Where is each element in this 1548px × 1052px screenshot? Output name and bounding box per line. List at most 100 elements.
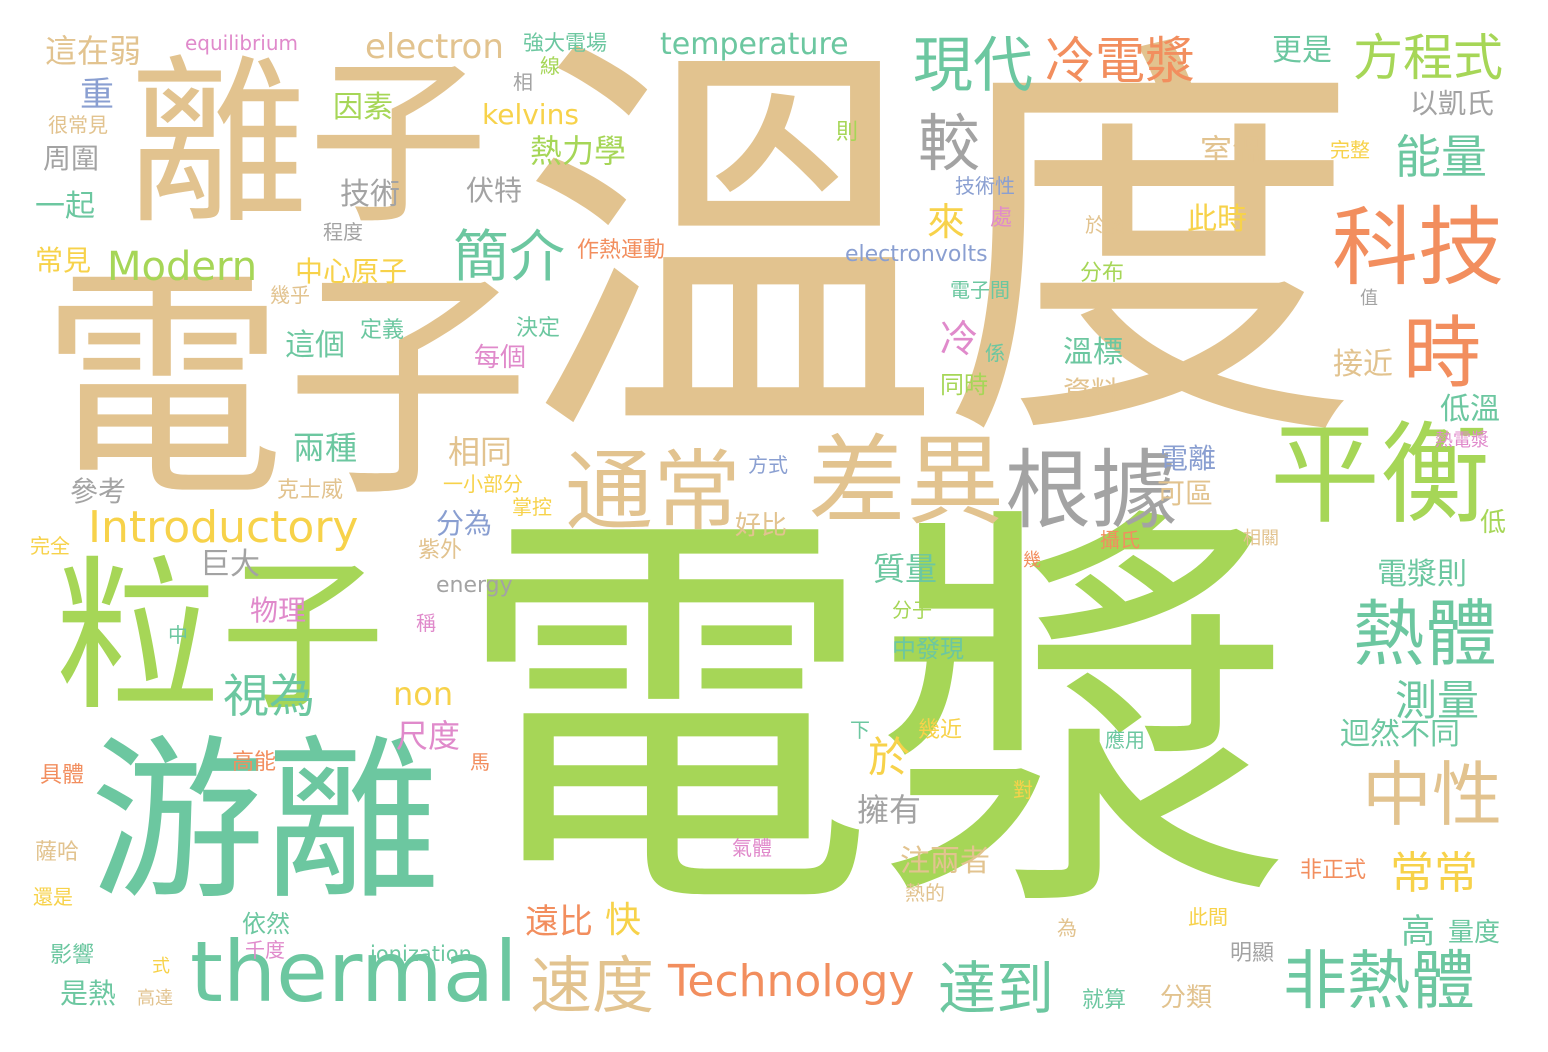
word-dingyi: 定義: [360, 318, 405, 343]
word-zhangkong: 掌控: [512, 495, 552, 519]
word-jiao: 較: [918, 107, 981, 180]
word-chu: 處: [990, 206, 1013, 231]
word-xian: 線: [540, 54, 560, 78]
word-energy: energy: [436, 573, 513, 598]
word-zhong: 重: [80, 75, 114, 115]
word-yure: 於熱: [1085, 213, 1125, 237]
word-xia: 下: [850, 718, 870, 742]
word-cishi: 此時: [1187, 202, 1247, 237]
word-equilibrium: equilibrium: [185, 31, 298, 55]
word-lizi: 離子: [128, 40, 489, 249]
word-ziliao: 資料: [1063, 375, 1120, 408]
word-kequ: 可區: [1157, 477, 1214, 510]
word-fenwei: 分為: [436, 507, 493, 540]
word-xi: 係: [985, 341, 1005, 365]
word-jihu: 幾乎: [270, 283, 310, 307]
word-saha: 薩哈: [35, 840, 80, 865]
word-zhongfaxian: 中發現: [892, 635, 964, 663]
word-jiejin: 接近: [1333, 347, 1393, 382]
word-yiqi: 一起: [35, 189, 95, 224]
word-yuanbi: 遠比: [525, 902, 593, 942]
word-thermal: thermal: [190, 923, 518, 1021]
word-qiti: 氣體: [732, 836, 772, 860]
word-ze: 則: [836, 120, 859, 145]
word-shi2: 式: [152, 956, 170, 977]
word-shi: 時: [1403, 309, 1482, 399]
word-haobi: 好比: [735, 511, 788, 541]
word-yikaishi: 以凱氏: [1410, 87, 1495, 120]
word-zhiliang: 質量: [873, 550, 938, 588]
word-haishi: 還是: [33, 885, 73, 909]
word-keji: 科技: [1332, 198, 1504, 298]
word-juda: 巨大: [200, 547, 260, 582]
word-introductory: Introductory: [88, 502, 359, 553]
word-dianzijian: 電子間: [950, 278, 1010, 302]
word-chayi: 差異: [808, 425, 1005, 539]
word-yongyou: 擁有: [857, 791, 922, 829]
word-shiwei: 視為: [223, 669, 315, 723]
word-liangzhong: 兩種: [293, 429, 358, 467]
word-keshiwei: 克士威: [277, 478, 344, 503]
word-dianzi: 電子: [40, 245, 530, 530]
word-zhong2: 中: [168, 623, 188, 647]
word-kelvins: kelvins: [482, 98, 579, 131]
word-jijin: 幾近: [918, 718, 963, 743]
word-wendu: 溫度: [520, 5, 1360, 494]
word-modern: Modern: [107, 244, 258, 290]
word-electronvolts: electronvolts: [845, 242, 988, 267]
word-xiangtong: 相同: [448, 433, 513, 471]
word-relixue: 熱力學: [530, 132, 627, 170]
word-wenbiao: 溫標: [1063, 335, 1123, 370]
word-changchang: 常常: [1390, 848, 1478, 899]
word-tongchang: 通常: [565, 440, 742, 543]
word-yu: 於: [868, 733, 911, 782]
word-qiangdadianchang: 強大電場: [523, 31, 607, 55]
word-zhi: 值: [1360, 288, 1378, 309]
word-genju: 根據: [1005, 441, 1177, 541]
word-feireti: 非熱體: [1283, 945, 1475, 1019]
word-lai: 來: [927, 200, 966, 244]
word-reti: 熱體: [1353, 592, 1498, 676]
word-leng: 冷: [940, 317, 979, 361]
word-nengliang: 能量: [1395, 130, 1487, 184]
word-fenlei: 分類: [1160, 983, 1213, 1013]
word-qiandu: 千度: [245, 938, 285, 962]
word-shire: 是熱: [60, 977, 117, 1010]
word-dianli: 電離: [1160, 442, 1217, 475]
word-fangshi: 方式: [748, 453, 788, 477]
word-redianjiang: 熱電漿: [1435, 430, 1489, 451]
word-ziwai: 紫外: [418, 538, 463, 563]
word-juti: 具體: [40, 763, 85, 788]
word-jishu: 技術: [340, 177, 400, 212]
word-jiusuan: 就算: [1082, 988, 1127, 1013]
word-temperature: temperature: [660, 27, 849, 62]
word-lengdianjiang: 冷電漿: [1045, 32, 1195, 90]
word-mingxian: 明顯: [1230, 941, 1275, 966]
word-henchangjian: 很常見: [48, 113, 108, 137]
word-jianjie: 簡介: [453, 225, 565, 290]
word-yingxiang: 影響: [50, 943, 95, 968]
word-technology: Technology: [668, 956, 915, 1007]
word-fenbu: 分布: [1080, 261, 1125, 286]
word-liangdu: 量度: [1448, 918, 1501, 948]
word-wei: 為: [1057, 916, 1077, 940]
word-lizi2: 粒子: [55, 541, 385, 733]
word-cheng: 稱: [416, 611, 436, 635]
word-tongshi: 同時: [940, 371, 988, 399]
word-xiangguan: 相關: [1243, 528, 1279, 549]
word-feizhengshi: 非正式: [1300, 858, 1367, 883]
word-jueding: 決定: [516, 316, 561, 341]
word-zuoreyundong: 作熱運動: [577, 238, 666, 263]
word-dadao: 達到: [938, 955, 1055, 1023]
word-jiongranbutong: 迴然不同: [1340, 717, 1460, 752]
word-gao: 高: [1401, 912, 1435, 952]
word-ji: 幾: [1023, 550, 1041, 571]
word-electron: electron: [365, 27, 504, 67]
word-celiang: 測量: [1395, 676, 1480, 725]
word-youli: 游離: [90, 721, 440, 924]
word-fangchengshi: 方程式: [1353, 29, 1503, 87]
word-dianjiang: 電漿: [455, 475, 1295, 964]
word-zhege: 這個: [285, 328, 345, 363]
word-sheshi: 攝氏: [1100, 528, 1140, 552]
